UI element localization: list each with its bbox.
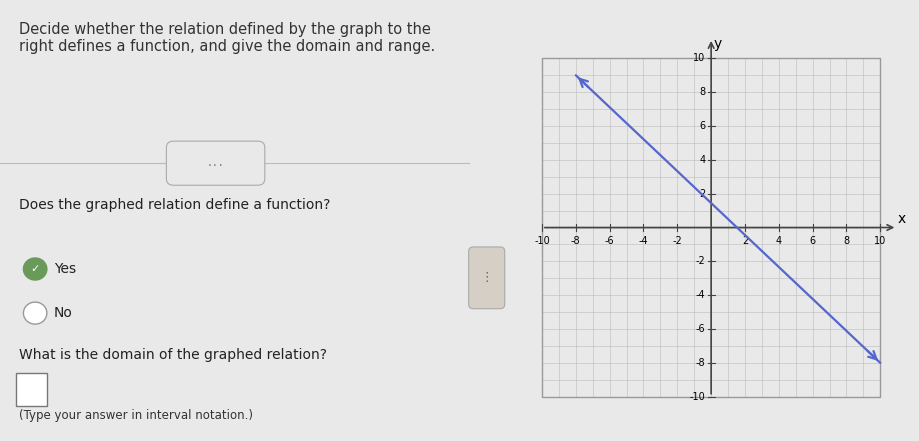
Text: Decide whether the relation defined by the graph to the
right defines a function: Decide whether the relation defined by t…	[18, 22, 435, 54]
Text: ✓: ✓	[30, 264, 40, 274]
Text: 2: 2	[699, 189, 705, 199]
Text: y: y	[714, 37, 722, 51]
Text: No: No	[54, 306, 73, 320]
Text: Does the graphed relation define a function?: Does the graphed relation define a funct…	[18, 198, 330, 213]
Text: -10: -10	[534, 236, 550, 246]
Circle shape	[24, 258, 47, 280]
Text: What is the domain of the graphed relation?: What is the domain of the graphed relati…	[18, 348, 327, 363]
Text: -4: -4	[639, 236, 648, 246]
Text: (Type your answer in interval notation.): (Type your answer in interval notation.)	[18, 409, 253, 422]
Bar	[542, 58, 880, 397]
Text: 8: 8	[844, 236, 849, 246]
Text: 2: 2	[742, 236, 748, 246]
Text: -10: -10	[689, 392, 705, 402]
Text: ...: ...	[207, 158, 224, 168]
Text: 10: 10	[874, 236, 887, 246]
Text: -4: -4	[696, 290, 705, 300]
Text: -2: -2	[673, 236, 682, 246]
Text: -6: -6	[696, 324, 705, 334]
FancyBboxPatch shape	[17, 373, 47, 406]
FancyBboxPatch shape	[166, 141, 265, 185]
Text: -2: -2	[696, 256, 705, 266]
Text: x: x	[898, 212, 906, 226]
Text: 4: 4	[776, 236, 782, 246]
Text: 8: 8	[699, 87, 705, 97]
Text: 4: 4	[699, 155, 705, 165]
Text: 6: 6	[810, 236, 816, 246]
Text: ⋮: ⋮	[481, 271, 493, 284]
Text: 6: 6	[699, 121, 705, 131]
Text: Yes: Yes	[54, 262, 76, 276]
FancyBboxPatch shape	[469, 247, 505, 309]
Circle shape	[24, 302, 47, 324]
Text: -8: -8	[696, 358, 705, 368]
Text: -8: -8	[571, 236, 581, 246]
Text: 10: 10	[693, 53, 705, 64]
Text: -6: -6	[605, 236, 615, 246]
